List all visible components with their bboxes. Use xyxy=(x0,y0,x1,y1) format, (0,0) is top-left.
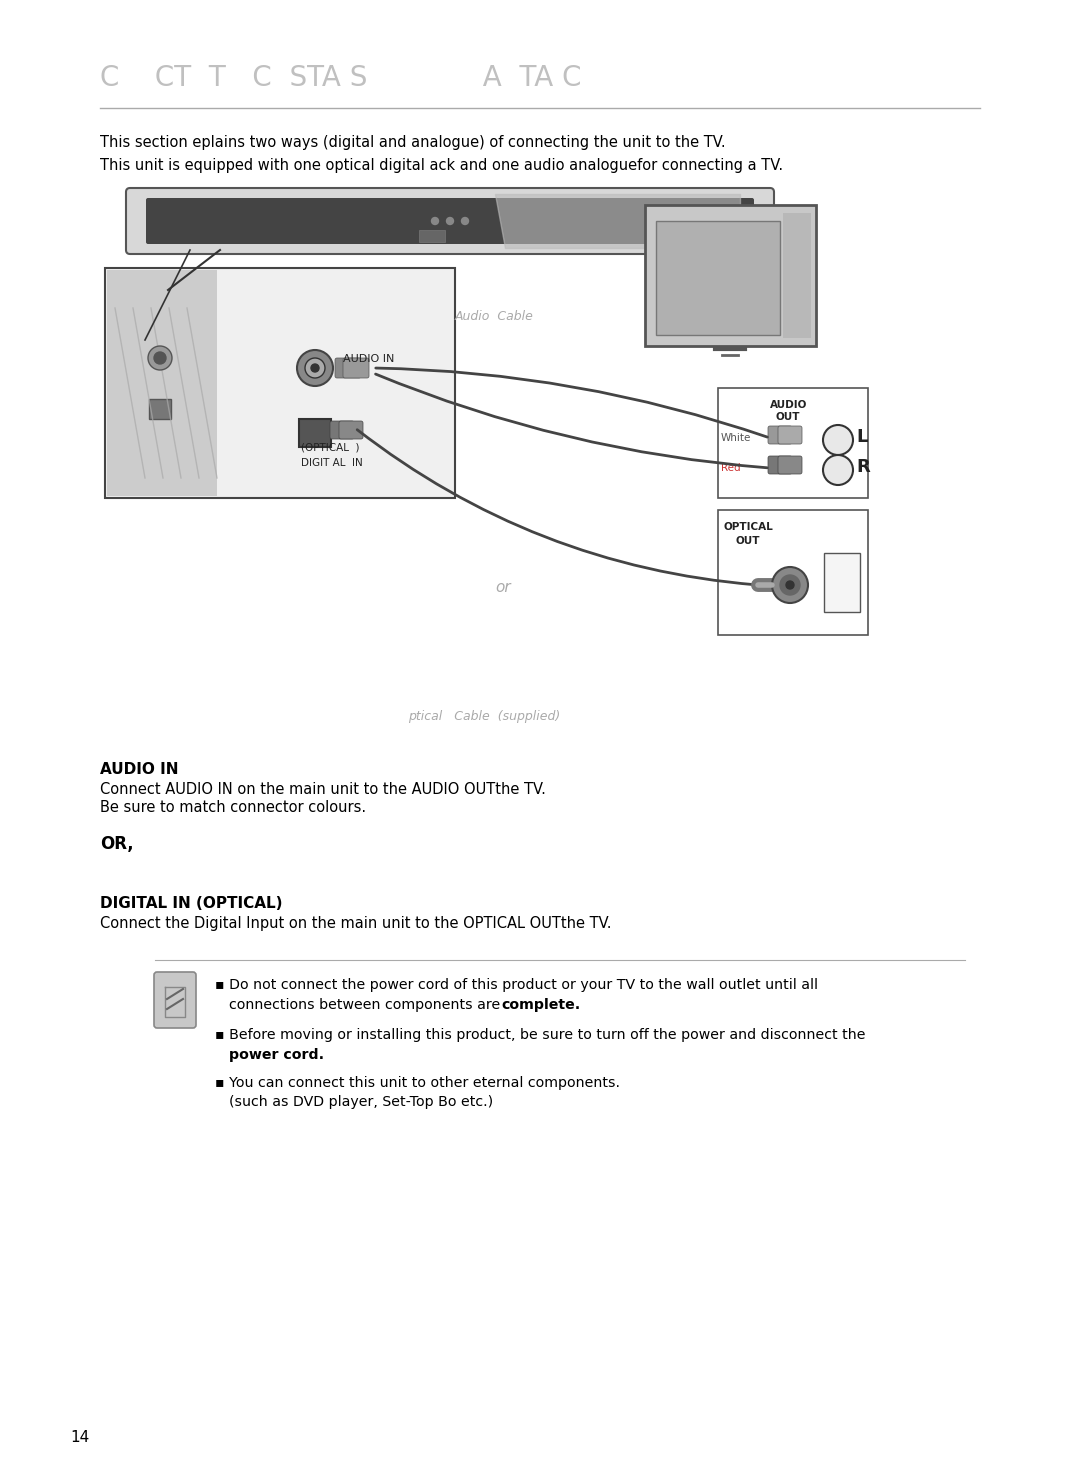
Circle shape xyxy=(446,218,454,224)
FancyBboxPatch shape xyxy=(335,358,361,379)
Text: OUT: OUT xyxy=(775,412,799,421)
Circle shape xyxy=(823,426,853,455)
FancyBboxPatch shape xyxy=(154,972,195,1028)
FancyBboxPatch shape xyxy=(718,387,868,498)
FancyBboxPatch shape xyxy=(330,421,354,439)
FancyBboxPatch shape xyxy=(718,510,868,635)
Text: AUDIO: AUDIO xyxy=(770,401,808,409)
FancyBboxPatch shape xyxy=(339,421,363,439)
Text: Be sure to match connector colours.: Be sure to match connector colours. xyxy=(100,800,366,815)
FancyBboxPatch shape xyxy=(778,426,802,443)
FancyBboxPatch shape xyxy=(299,418,330,446)
Text: ptical   Cable  (supplied): ptical Cable (supplied) xyxy=(408,710,561,723)
Text: This section eplains two ways (digital and analogue) of connecting the unit to t: This section eplains two ways (digital a… xyxy=(100,136,726,150)
Text: DIGITAL IN (OPTICAL): DIGITAL IN (OPTICAL) xyxy=(100,896,283,910)
Text: OPTICAL: OPTICAL xyxy=(723,521,773,532)
Text: White: White xyxy=(721,433,752,443)
FancyBboxPatch shape xyxy=(645,205,816,346)
Circle shape xyxy=(780,574,800,595)
Circle shape xyxy=(786,580,794,589)
FancyBboxPatch shape xyxy=(149,399,171,418)
Text: OUT: OUT xyxy=(735,536,760,546)
Circle shape xyxy=(297,351,333,386)
Text: power cord.: power cord. xyxy=(229,1047,324,1062)
Text: 14: 14 xyxy=(70,1430,90,1445)
Text: DIGIT AL  IN: DIGIT AL IN xyxy=(301,458,363,468)
FancyBboxPatch shape xyxy=(343,358,369,379)
Text: Audio  Cable: Audio Cable xyxy=(455,309,534,323)
Text: AUDIO IN: AUDIO IN xyxy=(100,762,178,776)
Circle shape xyxy=(461,218,469,224)
Text: L: L xyxy=(856,429,867,446)
Circle shape xyxy=(823,455,853,485)
Text: ▪ You can connect this unit to other eternal components.: ▪ You can connect this unit to other ete… xyxy=(215,1075,620,1090)
FancyBboxPatch shape xyxy=(146,197,754,245)
Text: This unit is equipped with one optical digital ack and one audio analogue​for co: This unit is equipped with one optical d… xyxy=(100,158,783,172)
FancyBboxPatch shape xyxy=(824,552,860,611)
Text: Connect the Digital Input on the main unit to the OPTICAL OUTthe TV.: Connect the Digital Input on the main un… xyxy=(100,916,611,931)
Text: complete.: complete. xyxy=(501,999,580,1012)
FancyBboxPatch shape xyxy=(419,230,445,242)
Text: ▪ Do not connect the power cord of this product or your TV to the wall outlet un: ▪ Do not connect the power cord of this … xyxy=(215,978,818,991)
FancyBboxPatch shape xyxy=(107,270,217,496)
FancyBboxPatch shape xyxy=(768,457,792,474)
Circle shape xyxy=(311,364,319,373)
Text: connections between components are: connections between components are xyxy=(229,999,500,1012)
FancyBboxPatch shape xyxy=(778,457,802,474)
FancyBboxPatch shape xyxy=(656,221,780,334)
Circle shape xyxy=(154,352,166,364)
Text: OR,: OR, xyxy=(100,835,134,853)
FancyBboxPatch shape xyxy=(126,189,774,253)
Text: R: R xyxy=(856,458,869,476)
Circle shape xyxy=(432,218,438,224)
Text: AUDIO IN: AUDIO IN xyxy=(343,354,394,364)
Text: (OPTICAL  ): (OPTICAL ) xyxy=(301,442,360,452)
Circle shape xyxy=(148,346,172,370)
FancyBboxPatch shape xyxy=(783,214,811,337)
Text: Red: Red xyxy=(721,463,741,473)
Text: Connect AUDIO IN on the main unit to the AUDIO OUTthe TV.: Connect AUDIO IN on the main unit to the… xyxy=(100,782,545,797)
FancyBboxPatch shape xyxy=(105,268,455,498)
FancyBboxPatch shape xyxy=(768,426,792,443)
Text: C    CT  T   C  STA S             A  TA C: C CT T C STA S A TA C xyxy=(100,63,581,91)
Text: or: or xyxy=(495,580,511,595)
Text: ▪ Before moving or installing this product, be sure to turn off the power and di: ▪ Before moving or installing this produ… xyxy=(215,1028,865,1041)
Text: (such as DVD player, Set-Top Bo etc.): (such as DVD player, Set-Top Bo etc.) xyxy=(229,1094,494,1109)
Circle shape xyxy=(772,567,808,602)
Circle shape xyxy=(305,358,325,379)
